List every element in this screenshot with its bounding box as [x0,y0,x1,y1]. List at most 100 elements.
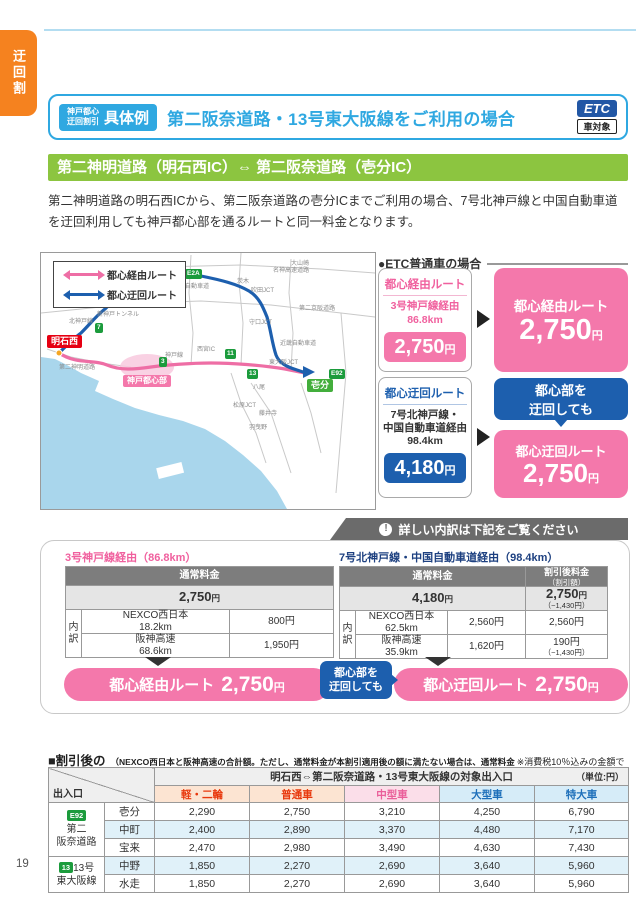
col-header: 通常料金 [65,566,334,586]
vehicle-header-row: 軽・二輪 普通車 中型車 大型車 特大車 [49,785,630,803]
detour-route-title: 都心迂回ルート [383,385,467,405]
fare-value: 2,270 [249,856,345,875]
fare-value: 7,430 [533,838,630,857]
route-shield: 7 [95,323,103,333]
fare-value: 2,750 [249,802,345,821]
etc-logo-bottom: 車対象 [577,119,617,134]
fare-value: 1,850 [154,874,250,893]
pill-title: 都心迂回ルート [423,677,529,694]
group-name: 13号 [73,862,95,874]
map-label-end: 壱分 [307,379,334,392]
legend-detour-label: 都心迂回ルート [107,291,177,302]
exit-name: 宝来 [104,838,155,857]
via-route-line [57,351,307,375]
fare-value: 5,960 [533,856,630,875]
group-name: 阪奈道路 [56,837,97,848]
span-header: 明石西⇔第二阪奈道路・13号東大阪線の対象出入口 （単位:円） [153,767,630,786]
price-unit: 円 [588,472,600,485]
detour-note-badge-small: 都心部を 迂回しても [320,661,398,699]
price-unit: 円 [444,344,456,357]
map-text: 第二京阪道路 [299,305,336,312]
detour-route-price: 4,180円 [384,453,466,484]
pill-title: 都心経由ルート [109,677,215,694]
map-text: 羽曳野 [249,424,268,431]
detour-note-badge: 都心部を 迂回しても [494,378,628,427]
fare-value: 2,890 [249,820,345,839]
detour-result-price: 2,750円 [523,459,600,487]
map-text: 東大阪JCT [269,359,299,366]
fare-value: 3,640 [439,856,535,875]
legend-via-label: 都心経由ルート [107,271,177,282]
col-chugata: 中型車 [344,785,440,803]
arrow-right-icon [477,428,490,446]
pink-double-arrow-icon [63,269,105,280]
price-value: 2,750 [535,672,588,696]
row-price: 1,620円 [447,634,526,659]
price-unit: 円 [273,681,285,694]
breakdown-right-table: 通常料金 割引後料金 （割引額） 4,180円 2,750円 （−1,430円） 内… [339,566,608,659]
route-badge-13: 13 [58,861,74,873]
detour-route-box: 都心迂回ルート 7号北神戸線・ 中国自動車道経由 98.4km 4,180円 [378,377,472,498]
map-text: 中国自動車道 [173,283,210,290]
table-row: 中町 2,400 2,890 3,370 4,480 7,170 [49,820,630,839]
top-divider [44,29,636,31]
total-value: 4,180 [411,590,445,606]
pill-price: 2,750円 [221,673,285,697]
table-row: 宝来 2,470 2,980 3,490 4,630 7,430 [49,838,630,857]
price-value: 2,750 [519,313,592,346]
badge-small-label: 神戸都心 迂回割引 [67,107,99,126]
detour-result-title: 都心迂回ルート [515,443,607,459]
map-text: 名神高速道路 [273,267,310,274]
section-banner: 第二神明道路（明石西IC）⇔ 第二阪奈道路（壱分IC） [48,154,628,181]
fare-value: 2,690 [344,874,440,893]
uchiwake-label: 内訳 [65,609,82,658]
route-shield: 13 [247,369,259,379]
table-row: E92 第二 阪奈道路 壱分 2,290 2,750 3,210 4,250 6… [48,802,630,857]
total-unit: 円 [444,594,454,605]
detour-route-distance: 98.4km [407,435,443,448]
fare-value: 4,250 [439,802,535,821]
fare-table: 出入口 明石西⇔第二阪奈道路・13号東大阪線の対象出入口 （単位:円） 軽・二輪 … [48,767,630,893]
detour-result-box: 都心迂回ルート 2,750円 [494,430,628,498]
price-value: 2,750 [221,672,274,696]
via-result-title: 都心経由ルート [513,298,609,314]
discount-sub: （−1,430円） [543,601,590,611]
map-text: 北神戸線 [69,318,94,325]
col-ogata: 大型車 [439,785,535,803]
fare-value: 2,690 [344,856,440,875]
etc-logo: ETC 車対象 [577,100,617,134]
pill-price: 2,750円 [535,673,599,697]
route-map: 都心経由ルート 都心迂回ルート 明石西 壱分 神戸都心部 西宮山口JCT 中国自… [40,252,376,510]
breakdown-left-table: 通常料金 2,750円 内訳 NEXCO西日本 18.2km 800円 阪神高速 6… [65,566,334,658]
etc-case-heading-label: ●ETC普通車の場合 [378,257,482,271]
row-name: 阪神高速 68.6km [81,633,230,658]
group-hanna: E92 第二 阪奈道路 [48,802,105,857]
header-box: 神戸都心 迂回割引 具体例 第二阪奈道路・13号東大阪線をご利用の場合 ETC … [48,94,628,140]
sea [41,357,287,509]
row-name: NEXCO西日本 62.5km [355,610,448,635]
discount-value: 2,750 [545,586,579,602]
map-text: 八尾 [253,384,266,391]
route-shield: 11 [225,349,236,359]
exit-name: 水走 [104,874,155,893]
detail-banner: ! 詳しい内訳は下記をご覧ください [330,518,628,540]
row-name: 阪神高速 35.9km [355,634,448,659]
breakdown-right-title: 7号北神戸線・中国自動車道経由（98.4km） [339,552,559,564]
via-route-name: 3号神戸線経由 [390,300,460,312]
map-text: 吹田JCT [251,287,275,294]
fare-value: 3,490 [344,838,440,857]
group-higashiosaka: 13 13号 東大阪線 [48,856,105,893]
total-discount-cell: 2,750円 （−1,430円） [525,586,608,611]
group-name: 東大阪線 [56,875,97,887]
map-legend: 都心経由ルート 都心迂回ルート [53,261,186,308]
map-text: 新神戸トンネル [97,311,140,318]
fare-value: 2,270 [249,874,345,893]
map-text: 大山崎 [291,260,310,267]
side-tab-ukaiwari: 迂回割 [0,30,37,116]
info-icon: ! [379,522,393,536]
etc-case-heading: ●ETC普通車の場合 [378,255,628,272]
price-value: 2,750 [394,336,445,359]
row-discount: 190円 （−1,430円） [525,634,608,659]
route-shield: E2A [185,269,202,279]
map-text: 茨木 [237,278,250,285]
